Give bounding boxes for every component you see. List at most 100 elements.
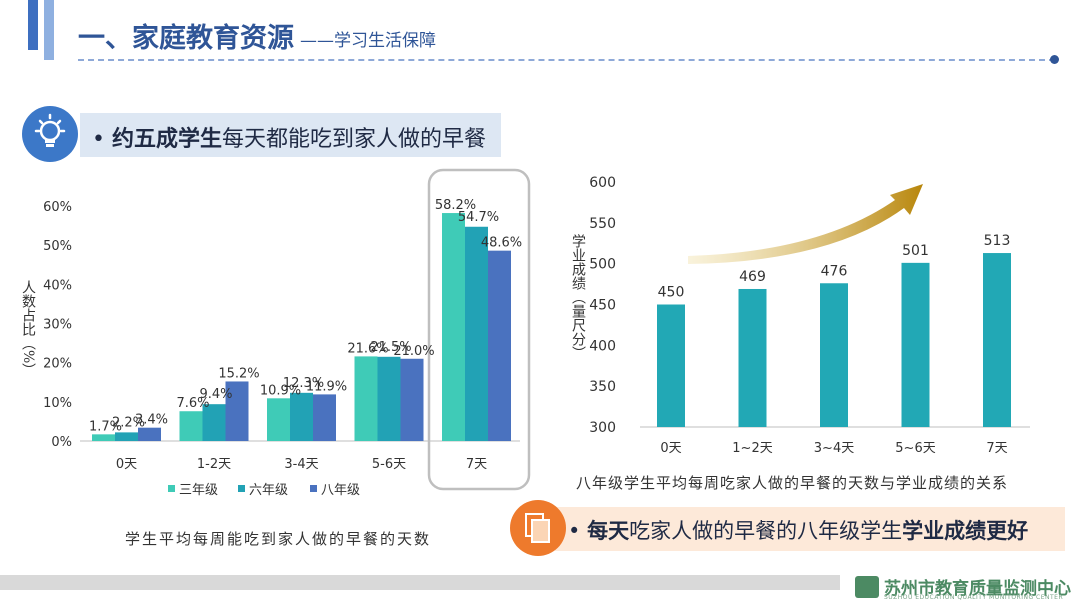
right-y-tick-label: 400 xyxy=(589,338,616,354)
right-y-axis-label: 学业成绩（量尺分） xyxy=(570,234,586,360)
right-chart-caption: 八年级学生平均每周吃家人做的早餐的天数与学业成绩的关系 xyxy=(576,474,1009,492)
left-category-label: 5-6天 xyxy=(372,457,406,472)
callout-top-rest: 每天都能吃到家人做的早餐 xyxy=(222,127,487,152)
left-bar xyxy=(138,427,161,441)
right-y-tick-label: 300 xyxy=(589,420,616,436)
highlight-box-7days xyxy=(427,168,531,491)
title-divider-dot xyxy=(1050,55,1059,64)
left-data-label: 15.2% xyxy=(218,366,259,381)
legend-swatch xyxy=(168,485,175,492)
callout-bottom-bold1: 每天 xyxy=(587,519,630,543)
left-y-tick-label: 0% xyxy=(51,435,72,450)
left-data-label: 48.6% xyxy=(481,236,522,251)
footer-bar xyxy=(0,575,840,590)
score-chart: 300 350 400 450 500 550 600 450 469 476 501 513 0天… xyxy=(570,175,1030,456)
right-bar xyxy=(657,304,685,427)
right-y-tick-label: 350 xyxy=(589,379,616,395)
left-legend: 三年级 六年级 八年级 xyxy=(168,483,360,498)
legend-label: 六年级 xyxy=(249,483,288,498)
left-y-tick-label: 50% xyxy=(43,239,72,254)
left-bar xyxy=(354,356,378,441)
left-bar xyxy=(488,250,511,441)
title-accent-bar xyxy=(28,0,38,50)
legend-swatch xyxy=(238,485,245,492)
legend-label: 八年级 xyxy=(321,483,360,498)
left-data-label: 21.0% xyxy=(393,344,434,359)
right-data-labels: 450 469 476 501 513 xyxy=(658,233,1011,300)
left-data-label: 54.7% xyxy=(458,210,499,225)
right-data-label: 476 xyxy=(821,263,848,279)
callout-bottom-text: • 每天吃家人做的早餐的八年级学生学业成绩更好 xyxy=(568,515,1028,545)
left-data-label: 9.4% xyxy=(199,387,232,402)
callout-bottom-mid: 吃家人做的早餐的八年级学生 xyxy=(629,519,903,543)
right-y-ticks: 300 350 400 450 500 550 600 xyxy=(589,175,616,436)
left-data-label: 21.6% xyxy=(347,341,388,356)
left-y-ticks: 0% 10% 20% 30% 40% 50% 60% xyxy=(43,200,72,450)
left-y-tick-label: 10% xyxy=(43,396,72,411)
left-bar xyxy=(313,394,336,441)
left-bars xyxy=(92,213,511,441)
page-subtitle: ——学习生活保障 xyxy=(300,31,436,51)
left-data-label: 11.9% xyxy=(306,379,347,394)
left-bar xyxy=(465,226,488,441)
right-category-labels: 0天 1~2天 3~4天 5~6天 7天 xyxy=(660,441,1007,456)
left-chart-caption: 学生平均每周能吃到家人做的早餐的天数 xyxy=(125,530,432,548)
right-data-label: 513 xyxy=(984,233,1011,249)
right-bar xyxy=(820,283,848,427)
right-bar xyxy=(901,262,930,427)
left-y-axis-label: 人数占比（%） xyxy=(20,280,36,377)
callout-top-text: • 约五成学生每天都能吃到家人做的早餐 xyxy=(92,121,486,153)
left-category-label: 7天 xyxy=(466,457,487,472)
legend-swatch xyxy=(310,485,317,492)
left-data-label: 10.9% xyxy=(260,383,301,398)
footer-org-name: 苏州市教育质量监测中心 xyxy=(884,579,1071,599)
left-data-label: 7.6% xyxy=(176,396,209,411)
left-bar xyxy=(400,358,424,441)
left-data-label: 58.2% xyxy=(435,198,476,213)
left-bar xyxy=(267,398,290,441)
left-bar xyxy=(92,434,115,441)
legend-label: 三年级 xyxy=(179,483,218,498)
left-bar xyxy=(225,381,249,441)
callout-top-bullet: • xyxy=(92,127,105,152)
left-y-tick-label: 60% xyxy=(43,200,72,215)
left-category-labels: 0天 1-2天 3-4天 5-6天 7天 xyxy=(116,457,487,472)
left-data-label: 1.7% xyxy=(89,419,122,434)
page-title: 一、家庭教育资源 xyxy=(78,23,294,54)
left-bar xyxy=(290,392,313,441)
right-y-tick-label: 600 xyxy=(589,175,616,191)
left-bar xyxy=(115,432,138,441)
book-logo-icon xyxy=(855,576,879,598)
callout-top-bold: 约五成学生 xyxy=(111,127,222,152)
left-data-label: 12.3% xyxy=(283,376,324,391)
left-y-tick-label: 30% xyxy=(43,318,72,333)
title-accent-bar-light xyxy=(44,0,54,60)
right-data-label: 469 xyxy=(739,269,766,285)
left-y-tick-label: 20% xyxy=(43,357,72,372)
right-y-tick-label: 450 xyxy=(589,298,616,314)
callout-bottom-bullet: • xyxy=(568,519,581,543)
right-data-label: 501 xyxy=(902,243,929,259)
right-category-label: 1~2天 xyxy=(732,441,772,456)
footer-org-english: SUZHOU EDUCATION QUALITY MONITORING CENT… xyxy=(884,594,1064,601)
right-category-label: 0天 xyxy=(660,441,681,456)
left-y-tick-label: 40% xyxy=(43,278,72,293)
right-y-tick-label: 550 xyxy=(589,216,616,232)
callout-top-background xyxy=(80,113,501,157)
right-y-tick-label: 500 xyxy=(589,257,616,273)
document-icon xyxy=(510,500,566,556)
title-divider xyxy=(78,59,1055,61)
left-data-label: 21.5% xyxy=(370,340,411,355)
left-bar xyxy=(179,411,203,441)
left-bar xyxy=(377,356,401,441)
left-category-label: 0天 xyxy=(116,457,137,472)
right-bar xyxy=(738,288,767,427)
right-category-label: 5~6天 xyxy=(895,441,935,456)
left-category-label: 3-4天 xyxy=(284,457,318,472)
trend-arrow-icon xyxy=(688,184,923,264)
right-bars xyxy=(657,253,1011,427)
right-data-label: 450 xyxy=(658,285,685,301)
left-bar xyxy=(202,404,226,441)
right-category-label: 3~4天 xyxy=(814,441,854,456)
lightbulb-icon xyxy=(22,106,78,162)
